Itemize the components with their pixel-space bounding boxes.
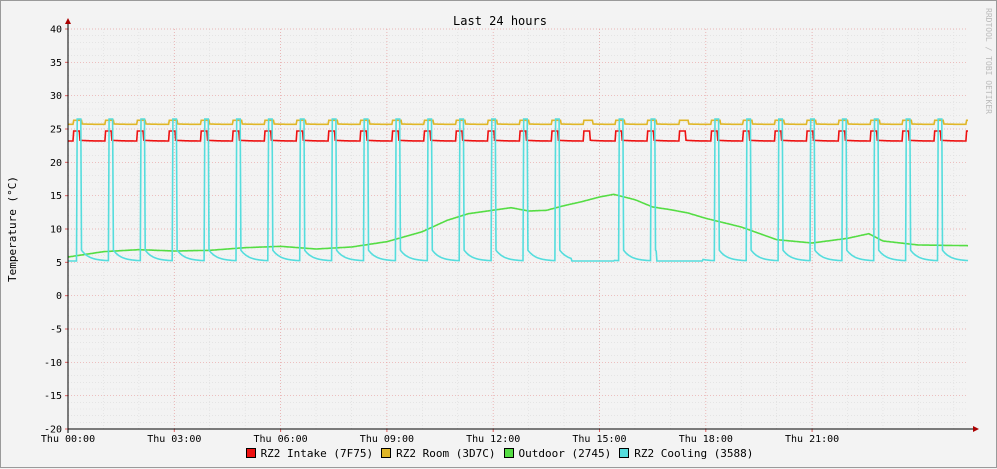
y-tick-label: -15 — [44, 391, 62, 402]
series-layer — [67, 118, 969, 262]
legend-label: RZ2 Room (3D7C) — [396, 447, 496, 460]
series-line-1 — [68, 119, 968, 126]
legend-label: RZ2 Cooling (3588) — [634, 447, 754, 460]
legend-label: Outdoor (2745) — [518, 447, 612, 460]
x-tick-label: Thu 00:00 — [41, 434, 95, 445]
legend-swatch — [619, 448, 630, 458]
legend-swatch — [381, 448, 392, 458]
y-tick-label: -5 — [50, 325, 62, 336]
legend-swatch — [245, 448, 256, 458]
axes — [65, 18, 979, 433]
series-line-2 — [67, 193, 968, 258]
y-tick-label: 30 — [50, 91, 62, 102]
y-tick-label: 0 — [56, 291, 62, 302]
x-tick-label: Thu 06:00 — [254, 434, 308, 445]
y-tick-label: 35 — [50, 58, 62, 69]
legend-swatch — [503, 448, 514, 458]
x-tick-label: Thu 21:00 — [785, 434, 839, 445]
y-tick-label: 5 — [56, 258, 62, 269]
y-tick-label: -10 — [44, 358, 62, 369]
x-tick-label: Thu 03:00 — [147, 434, 201, 445]
legend: RZ2 Intake (7F75) RZ2 Room (3D7C) Outdoor … — [1, 447, 997, 460]
tick-labels: -20 -15 -10 -5 0 5 10 15 20 25 30 35 40 Thu 00:00 Thu … — [41, 25, 839, 446]
x-tick-label: Thu 15:00 — [572, 434, 626, 445]
legend-item: RZ2 Room (3D7C) — [381, 447, 496, 460]
series-line-3 — [68, 118, 969, 262]
y-axis-label: Temperature (°C) — [6, 176, 19, 282]
y-tick-label: 20 — [50, 158, 62, 169]
x-tick-label: Thu 09:00 — [360, 434, 414, 445]
y-tick-label: -20 — [44, 425, 62, 436]
y-tick-label: 15 — [50, 191, 62, 202]
y-axis-arrow — [65, 18, 71, 24]
y-tick-label: 10 — [50, 225, 62, 236]
legend-item: RZ2 Cooling (3588) — [619, 447, 753, 460]
series-line-0 — [68, 130, 968, 142]
legend-label: RZ2 Intake (7F75) — [260, 447, 374, 460]
x-tick-label: Thu 18:00 — [679, 434, 733, 445]
legend-item: RZ2 Intake (7F75) — [245, 447, 374, 460]
legend-item: Outdoor (2745) — [503, 447, 612, 460]
y-tick-label: 25 — [50, 125, 62, 136]
x-tick-label: Thu 12:00 — [466, 434, 520, 445]
watermark: RRDTOOL / TOBI OETIKER — [984, 8, 993, 114]
x-axis-arrow — [973, 426, 979, 432]
chart-title: Last 24 hours — [453, 14, 547, 28]
grid — [67, 28, 968, 430]
y-tick-label: 40 — [50, 25, 62, 36]
